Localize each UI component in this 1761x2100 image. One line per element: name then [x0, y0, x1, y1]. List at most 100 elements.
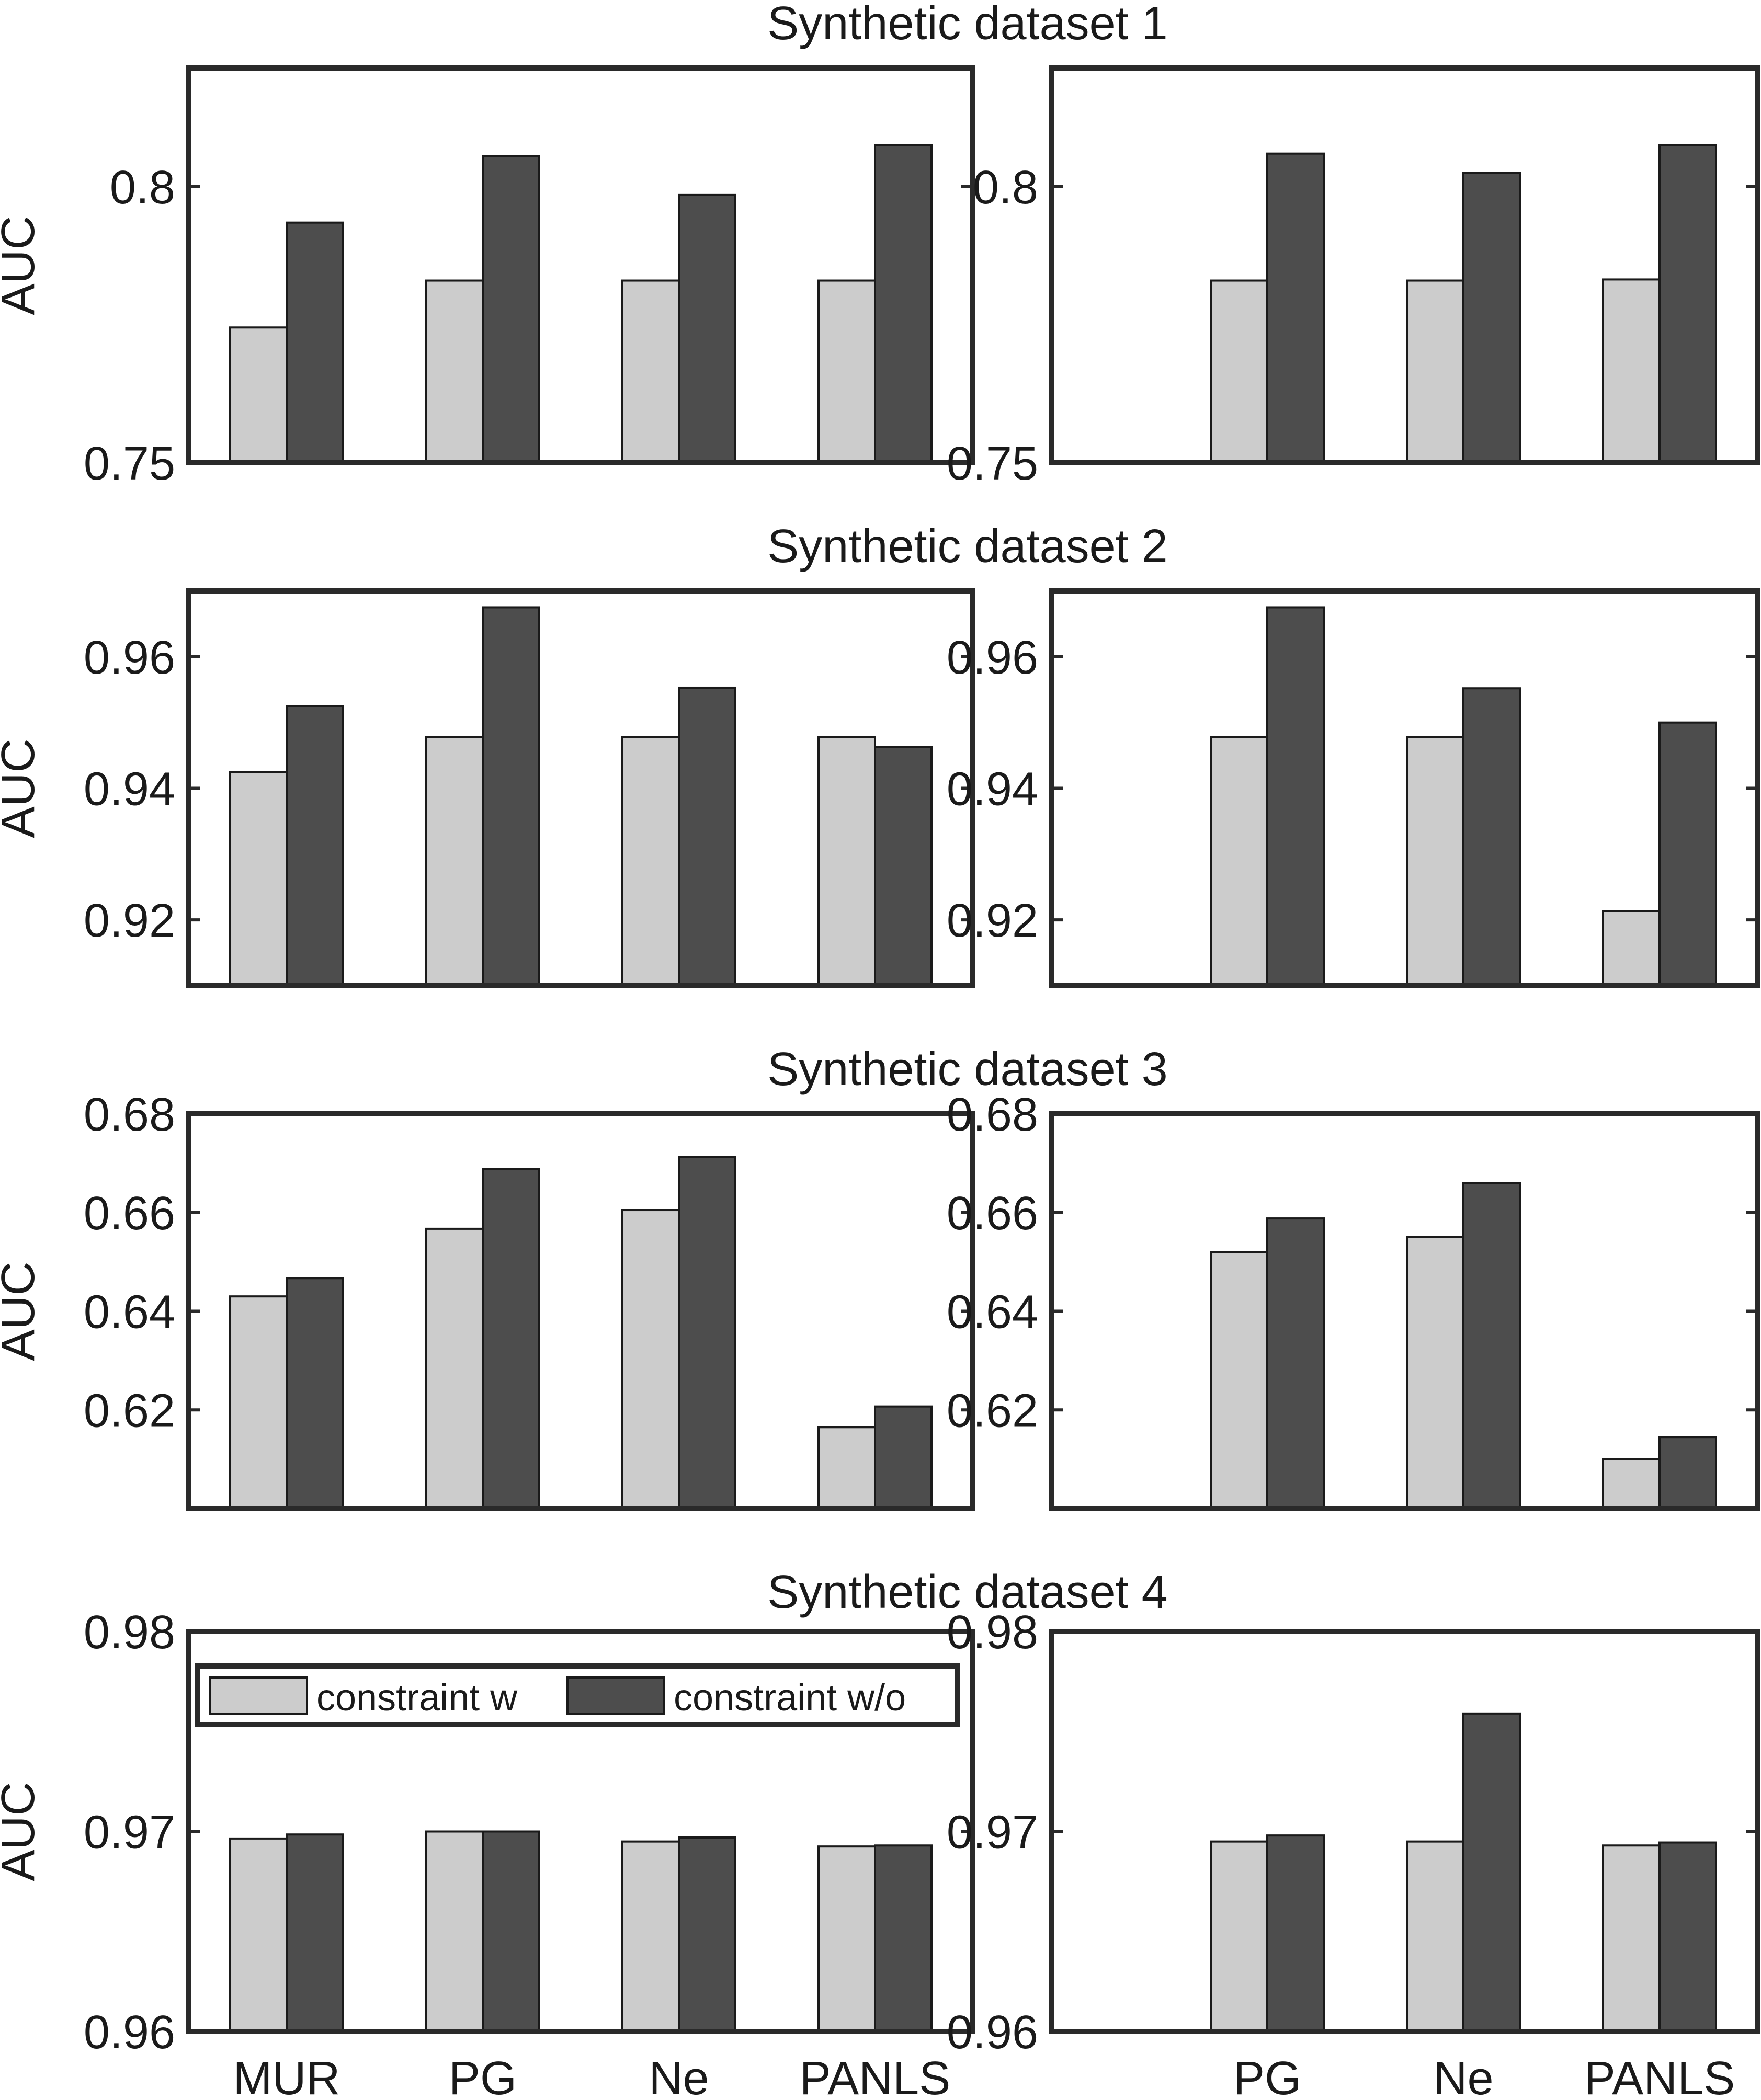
ytick-label: 0.92: [947, 895, 1038, 947]
bar-pg-constraint-w: [1210, 1251, 1268, 1510]
ytick-label: 0.94: [84, 763, 175, 816]
bar-pg-constraint-wo: [1266, 606, 1325, 987]
bar-ne-constraint-wo: [678, 193, 736, 464]
xtick-label-panls: PANLS: [800, 2052, 950, 2100]
bar-pg-constraint-w: [1210, 1840, 1268, 2033]
ytick-label: 0.66: [84, 1188, 175, 1240]
ytick-label: 0.92: [84, 895, 175, 947]
bar-panls-constraint-w: [817, 1845, 876, 2033]
panel-8: PG Ne PANLS 0.96 0.97 0.98: [947, 1606, 1760, 2100]
xtick-label-ne: Ne: [1433, 2052, 1493, 2100]
bar-panls-constraint-wo: [1658, 144, 1717, 464]
panel-7: MUR PG Ne PANLS 0.96 0.97 0.98 AUC: [0, 1606, 975, 2100]
title-dataset-4: Synthetic dataset 4: [767, 1566, 1167, 1618]
title-dataset-2: Synthetic dataset 2: [767, 520, 1167, 573]
bar-panls-constraint-w: [1602, 1458, 1661, 1510]
bar-pg-constraint-wo: [482, 1168, 540, 1510]
ytick-label: 0.62: [84, 1385, 175, 1437]
bar-panls-constraint-w: [817, 736, 876, 987]
legend: constraint w constraint w/o: [195, 1663, 960, 1727]
ytick-label: 0.94: [947, 763, 1038, 816]
bar-mur-constraint-wo: [286, 221, 344, 464]
bar-panls-constraint-wo: [1658, 721, 1717, 987]
panels: 0.75 0.8 AUC 0.75 0.8 0.92 0.94 0.96 AUC 0.92 0.94…: [0, 65, 1760, 2100]
panel-4: 0.92 0.94 0.96: [947, 588, 1760, 988]
panel-5: 0.62 0.64 0.66 0.68 AUC: [0, 1089, 975, 1511]
axes-frame: [1049, 588, 1760, 988]
xtick-label-pg: PG: [1233, 2052, 1301, 2100]
bar-ne-constraint-wo: [1462, 687, 1521, 987]
bar-panls-constraint-w: [817, 1426, 876, 1510]
bar-pg-constraint-wo: [482, 1830, 540, 2033]
bar-panls-constraint-wo: [1658, 1841, 1717, 2033]
bar-ne-constraint-wo: [678, 686, 736, 987]
bar-panls-constraint-wo: [874, 1405, 933, 1510]
bar-ne-constraint-wo: [1462, 1712, 1521, 2033]
bar-ne-constraint-w: [621, 1209, 680, 1510]
ytick-label: 0.75: [84, 438, 175, 490]
legend-swatch-constraint-w: [209, 1676, 308, 1715]
bar-mur-constraint-w: [229, 1837, 288, 2033]
bar-pg-constraint-wo: [1266, 1834, 1325, 2033]
ytick-label: 0.98: [947, 1606, 1038, 1659]
bar-panls-constraint-w: [817, 279, 876, 464]
bar-panls-constraint-w: [1602, 278, 1661, 464]
bar-pg-constraint-w: [425, 736, 484, 987]
ytick-label: 0.97: [84, 1807, 175, 1859]
panel-6: 0.62 0.64 0.66 0.68: [947, 1089, 1760, 1511]
bar-pg-constraint-wo: [1266, 1217, 1325, 1510]
bar-mur-constraint-wo: [286, 705, 344, 987]
legend-swatch-constraint-wo: [566, 1676, 665, 1715]
xtick-label-pg: PG: [449, 2052, 517, 2100]
axes-frame: [186, 1629, 975, 2034]
bar-mur-constraint-w: [229, 1295, 288, 1510]
title-dataset-3: Synthetic dataset 3: [767, 1043, 1167, 1095]
ytick-label: 0.8: [110, 162, 175, 214]
axes-frame: [186, 65, 975, 465]
bar-panls-constraint-w: [1602, 1844, 1661, 2033]
bar-mur-constraint-wo: [286, 1277, 344, 1510]
bar-pg-constraint-w: [1210, 736, 1268, 987]
bar-panls-constraint-wo: [874, 746, 933, 987]
ytick-label: 0.64: [84, 1286, 175, 1339]
axes-frame: [1049, 1629, 1760, 2034]
bar-panls-constraint-wo: [874, 144, 933, 464]
axes-frame: [186, 1111, 975, 1511]
bar-ne-constraint-w: [1406, 1840, 1464, 2033]
bar-ne-constraint-wo: [1462, 172, 1521, 464]
bar-panls-constraint-wo: [1658, 1436, 1717, 1510]
title-dataset-1: Synthetic dataset 1: [767, 0, 1167, 50]
ytick-label: 0.64: [947, 1286, 1038, 1339]
ytick-label: 0.8: [973, 162, 1038, 214]
bar-pg-constraint-w: [425, 279, 484, 464]
bar-pg-constraint-wo: [1266, 152, 1325, 464]
ytick-label: 0.68: [84, 1089, 175, 1141]
bar-panls-constraint-wo: [874, 1844, 933, 2033]
y-axis-label: AUC: [0, 1782, 44, 1881]
axes-frame: [186, 588, 975, 988]
ytick-label: 0.75: [947, 438, 1038, 490]
ytick-label: 0.62: [947, 1385, 1038, 1437]
bar-panls-constraint-w: [1602, 910, 1661, 987]
ytick-label: 0.68: [947, 1089, 1038, 1141]
ytick-label: 0.98: [84, 1606, 175, 1659]
panel-1: 0.75 0.8 AUC: [0, 65, 975, 490]
bar-pg-constraint-w: [425, 1227, 484, 1510]
bar-mur-constraint-w: [229, 326, 288, 464]
bar-ne-constraint-w: [621, 1840, 680, 2033]
y-axis-label: AUC: [0, 738, 44, 838]
panel-3: 0.92 0.94 0.96 AUC: [0, 588, 975, 988]
bar-pg-constraint-wo: [482, 606, 540, 987]
y-axis-label: AUC: [0, 1261, 44, 1361]
xtick-label-panls: PANLS: [1584, 2052, 1735, 2100]
bar-pg-constraint-w: [425, 1830, 484, 2033]
bar-pg-constraint-w: [1210, 279, 1268, 464]
bar-ne-constraint-w: [1406, 1236, 1464, 1510]
ytick-label: 0.97: [947, 1807, 1038, 1859]
axes-frame: [1049, 1111, 1760, 1511]
bar-ne-constraint-w: [1406, 279, 1464, 464]
legend-label-constraint-wo: constraint w/o: [674, 1677, 906, 1719]
legend-label-constraint-w: constraint w: [316, 1677, 518, 1719]
bar-ne-constraint-wo: [678, 1836, 736, 2033]
